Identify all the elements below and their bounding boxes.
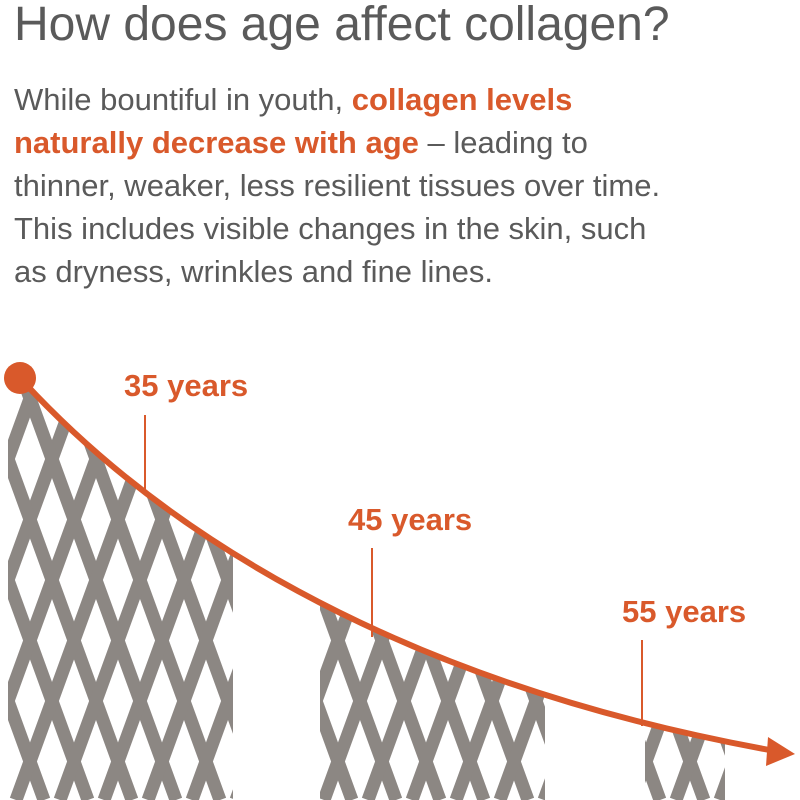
lattice-strand	[493, 378, 667, 800]
start-dot	[4, 362, 36, 394]
lattice-strand	[8, 378, 95, 800]
lattice-strand	[764, 360, 800, 800]
lattice-strand	[8, 378, 51, 800]
arrowhead	[766, 737, 795, 766]
lattice-strand	[713, 378, 725, 800]
lattice-strand	[581, 378, 725, 800]
lattice-strand	[8, 378, 95, 800]
lattice-strand	[8, 378, 51, 800]
lattice-strand	[449, 378, 623, 800]
paragraph-line: thinner, weaker, less resilient tissues …	[14, 168, 660, 203]
emphasis: naturally decrease with age	[14, 125, 419, 160]
lattice-strand	[273, 378, 447, 800]
title: How does age affect collagen?	[14, 0, 670, 51]
paragraph-line: naturally decrease with age – leading to	[14, 125, 588, 160]
paragraph: While bountiful in youth, collagen level…	[14, 82, 660, 289]
decline-curve	[17, 375, 776, 754]
paragraph-line: as dryness, wrinkles and fine lines.	[14, 254, 493, 289]
text: – leading to	[419, 125, 588, 160]
emphasis: collagen levels	[352, 82, 573, 117]
lattice-strand	[97, 378, 271, 800]
lattice-strand	[625, 378, 725, 800]
text: While bountiful in youth,	[14, 82, 352, 117]
age-label: 45 years	[348, 502, 472, 537]
age-label: 55 years	[622, 594, 746, 629]
lattice-strand	[713, 378, 725, 800]
lattice-strand	[581, 378, 725, 800]
age-label: 35 years	[124, 368, 248, 403]
paragraph-line: While bountiful in youth, collagen level…	[14, 82, 572, 117]
paragraph-line: This includes visible changes in the ski…	[14, 211, 646, 246]
lattice-strand	[764, 360, 800, 800]
lattice-strand	[405, 378, 579, 800]
